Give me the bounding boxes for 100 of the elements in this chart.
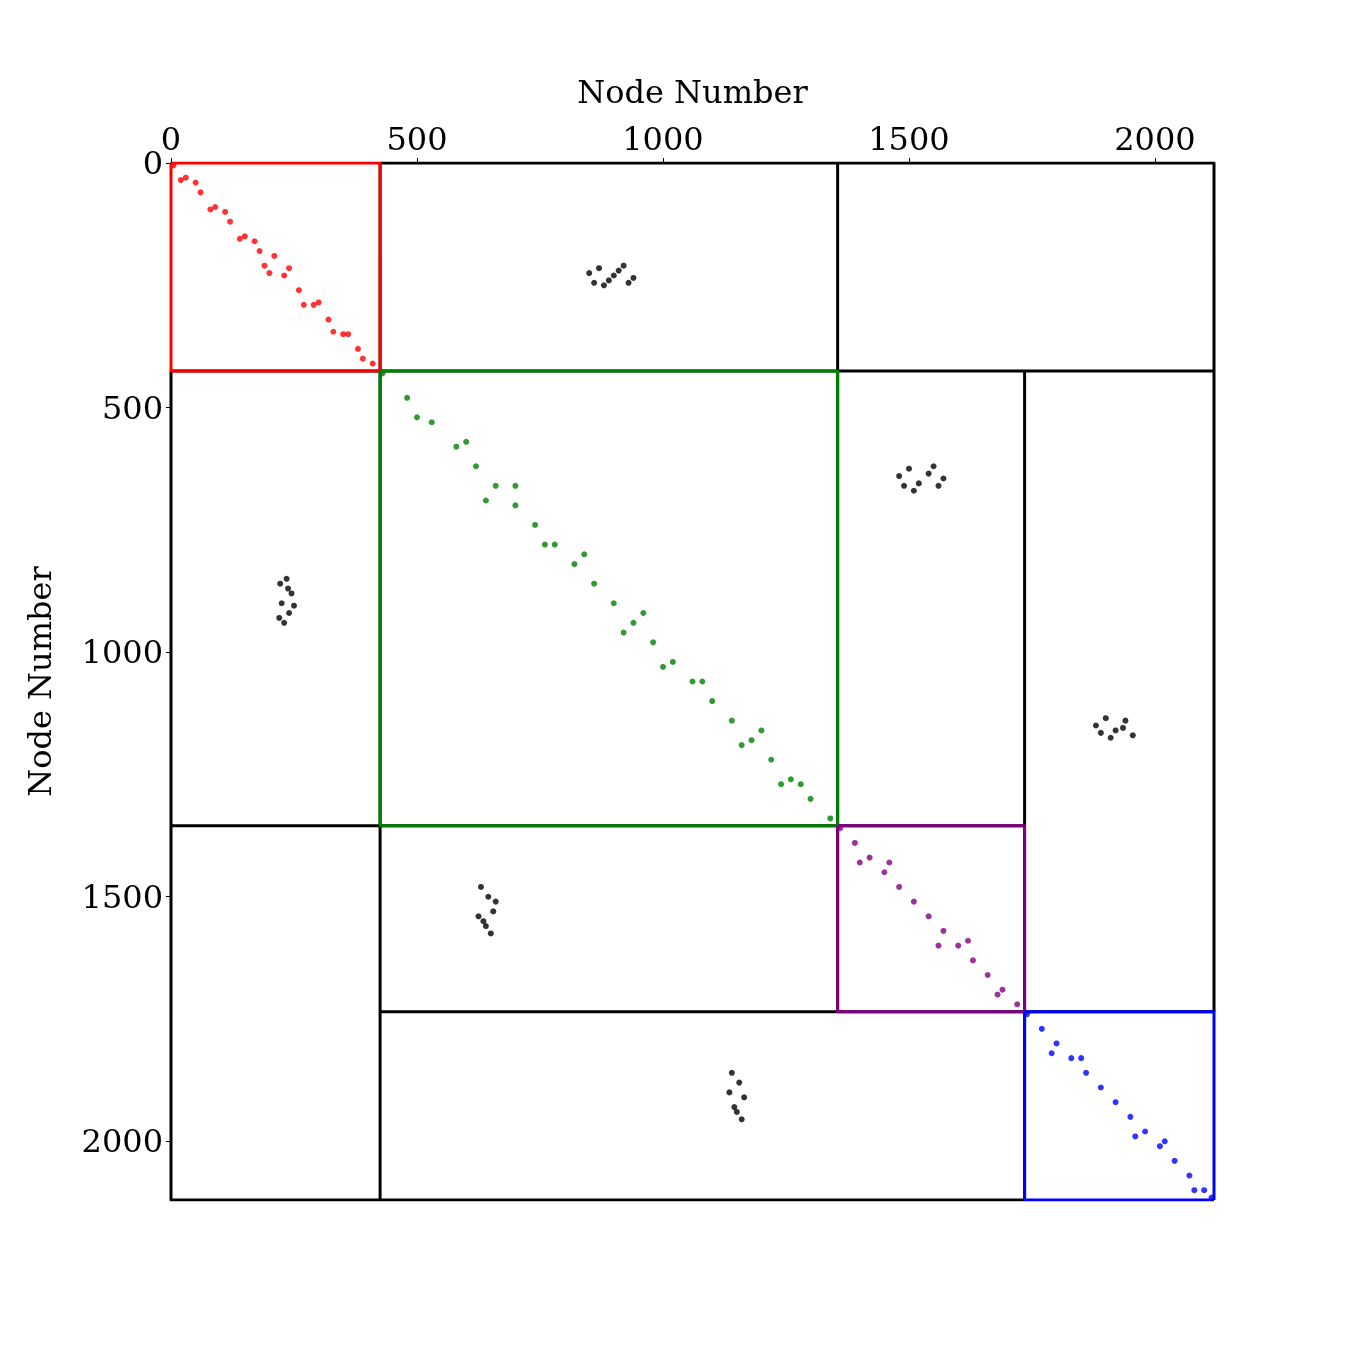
point — [315, 299, 322, 306]
point — [709, 698, 716, 705]
point — [778, 781, 785, 788]
y-axis-title: Node Number — [21, 565, 59, 797]
point — [212, 204, 219, 211]
point — [288, 590, 295, 597]
point — [286, 610, 293, 617]
point — [291, 602, 297, 609]
point — [1156, 1143, 1163, 1150]
point — [728, 717, 735, 724]
point — [910, 487, 917, 494]
point — [689, 678, 696, 685]
point — [591, 580, 598, 587]
point — [345, 331, 352, 338]
point — [1142, 1128, 1149, 1135]
point — [999, 986, 1006, 993]
point — [404, 394, 411, 401]
point — [541, 541, 548, 548]
point — [295, 287, 302, 294]
point — [330, 328, 337, 335]
point — [650, 639, 657, 646]
point — [591, 279, 598, 286]
point — [748, 737, 755, 744]
point — [797, 781, 804, 788]
point — [866, 854, 873, 861]
point — [605, 277, 612, 284]
point — [615, 267, 622, 274]
point — [227, 218, 234, 225]
point — [930, 463, 937, 470]
point — [600, 282, 607, 289]
point — [271, 252, 278, 259]
point — [276, 614, 283, 621]
point — [807, 795, 814, 802]
point — [453, 443, 460, 450]
point — [925, 470, 932, 477]
point — [182, 174, 189, 181]
point — [881, 869, 888, 876]
point — [901, 482, 908, 489]
point — [236, 235, 243, 242]
point — [955, 942, 962, 949]
point — [984, 971, 991, 978]
point — [177, 177, 184, 184]
point — [1186, 1172, 1193, 1179]
point — [940, 927, 947, 934]
point — [1097, 1084, 1104, 1091]
y-tick-label: 1500 — [81, 877, 163, 916]
point — [969, 957, 976, 964]
point — [1014, 1001, 1021, 1008]
point — [261, 262, 268, 269]
point — [487, 930, 494, 937]
point — [610, 272, 617, 279]
point — [192, 179, 199, 186]
point — [277, 580, 284, 587]
point — [300, 301, 307, 308]
point — [1201, 1187, 1208, 1194]
y-tick-label: 500 — [101, 388, 163, 427]
point — [1092, 722, 1099, 729]
point — [1083, 1069, 1090, 1076]
point — [1132, 1133, 1139, 1140]
point — [325, 316, 332, 323]
point — [1191, 1187, 1198, 1194]
point — [1129, 732, 1136, 739]
point — [630, 274, 637, 281]
point — [1122, 717, 1129, 724]
point — [733, 1108, 740, 1115]
point — [935, 482, 942, 489]
point — [532, 521, 539, 528]
point — [640, 610, 647, 617]
point — [340, 331, 347, 338]
point — [736, 1079, 743, 1086]
point — [965, 937, 972, 944]
point — [896, 473, 903, 480]
point — [480, 918, 487, 925]
x-tick-label: 500 — [386, 120, 448, 158]
point — [1161, 1138, 1168, 1145]
point — [266, 270, 273, 277]
point — [475, 913, 482, 920]
point — [596, 265, 603, 272]
point — [915, 480, 922, 487]
x-tick-label: 1500 — [868, 120, 950, 158]
point — [285, 585, 292, 592]
point — [1127, 1113, 1134, 1120]
point — [910, 898, 917, 905]
point — [940, 475, 947, 482]
point — [428, 419, 435, 426]
point — [586, 270, 593, 277]
point — [482, 923, 489, 930]
y-tick-label: 1000 — [81, 633, 163, 672]
point — [571, 561, 578, 568]
y-tick-label: 2000 — [81, 1122, 163, 1161]
point — [492, 482, 499, 489]
point — [283, 575, 290, 582]
point — [482, 497, 489, 504]
point — [281, 272, 288, 279]
y-tick-label: 0 — [142, 144, 163, 182]
point — [581, 551, 588, 558]
x-tick-label: 2000 — [1114, 120, 1196, 158]
point — [359, 355, 366, 362]
point — [851, 839, 858, 846]
point — [738, 1116, 745, 1123]
